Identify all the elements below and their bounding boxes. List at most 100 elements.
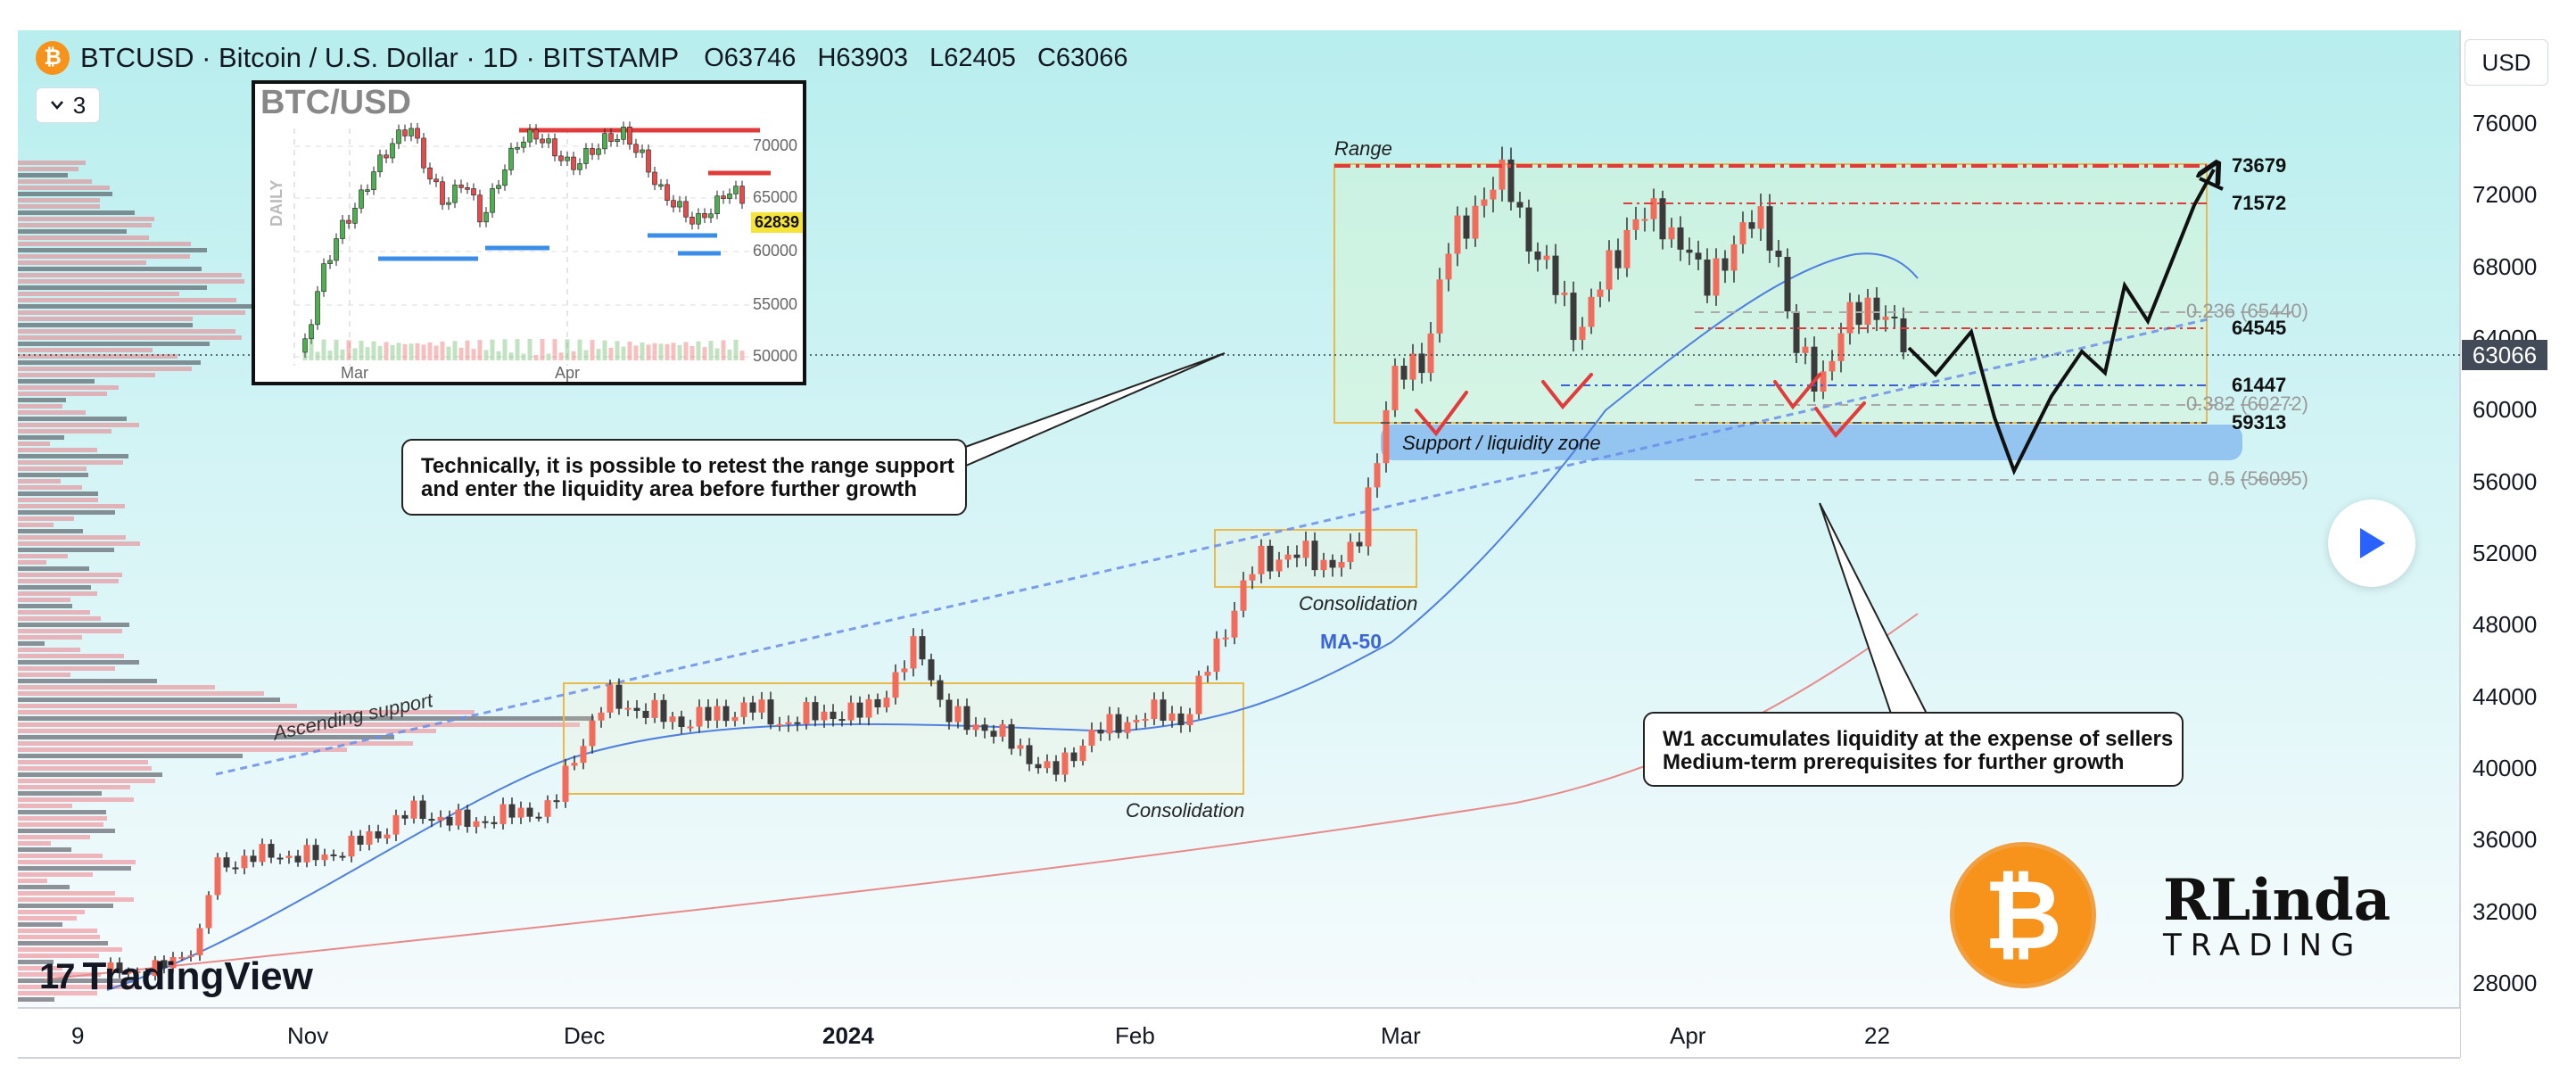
callout-retest-pointer <box>945 352 1226 475</box>
volume-profile-bar <box>18 529 83 533</box>
candle <box>1659 190 1666 250</box>
candle <box>1044 754 1051 773</box>
candle <box>1222 629 1229 648</box>
candle <box>312 838 319 867</box>
candle <box>169 952 177 973</box>
candle <box>1579 317 1586 351</box>
candle <box>1391 358 1399 417</box>
volume-profile-bar <box>18 735 394 739</box>
volume-profile-bar <box>18 854 103 858</box>
inset-candle <box>527 124 533 360</box>
candle <box>1570 281 1577 352</box>
candle <box>1882 305 1889 332</box>
candle <box>696 699 703 733</box>
volume-profile-bar <box>18 360 201 365</box>
candle <box>366 824 373 851</box>
inset-candle <box>683 195 689 360</box>
inset-price-label: 65000 <box>753 188 798 206</box>
candle <box>767 691 774 730</box>
inset-month-apr: Apr <box>555 364 581 382</box>
candle <box>1784 248 1791 319</box>
volume-profile-bar <box>18 279 244 284</box>
volume-profile-bar <box>18 654 124 658</box>
candle <box>1061 747 1069 782</box>
volume-profile-bar <box>18 273 242 277</box>
candle <box>1525 199 1532 264</box>
time-tick-label: 2024 <box>822 1022 874 1049</box>
volume-profile-bar <box>18 816 107 821</box>
callout-w1-line-2: Medium-term prerequisites for further gr… <box>1663 750 2125 774</box>
callout-retest: Technically, it is possible to retest th… <box>401 439 967 516</box>
tradingview-logo[interactable]: 17 TradingView <box>39 954 313 999</box>
inset-candle <box>359 184 364 360</box>
inset-candle <box>533 124 539 360</box>
price-tick-label: 28000 <box>2473 970 2538 996</box>
candle <box>1445 243 1452 292</box>
candle <box>1837 322 1845 373</box>
inset-candle <box>727 188 732 360</box>
volume-profile-bar <box>18 504 125 508</box>
candle <box>1383 400 1390 473</box>
volume-profile-bar <box>18 679 157 683</box>
volume-profile-bar <box>18 935 100 939</box>
volume-profile-bar <box>18 260 146 265</box>
candle <box>1507 147 1515 211</box>
symbol-title[interactable]: BTCUSD · Bitcoin / U.S. Dollar · 1D · BI… <box>80 42 680 73</box>
price-tick-label: 44000 <box>2473 682 2538 710</box>
volume-profile-bar <box>18 747 347 752</box>
candle <box>455 804 462 830</box>
candle <box>1873 287 1880 332</box>
volume-profile-bar <box>18 554 68 558</box>
volume-profile-bar <box>18 891 115 896</box>
volume-profile-bar <box>18 872 93 877</box>
candle <box>232 861 239 874</box>
inset-candle <box>384 149 389 360</box>
candle <box>1249 566 1256 590</box>
candle <box>152 955 159 981</box>
inset-candle <box>334 233 339 360</box>
candle <box>1677 216 1684 261</box>
candle <box>865 694 872 726</box>
inset-candle <box>546 133 551 360</box>
volume-profile-bar <box>18 229 127 234</box>
volume-profile-bar <box>18 704 297 708</box>
inset-candle <box>409 122 414 360</box>
play-button[interactable] <box>2328 500 2415 587</box>
candle <box>1775 239 1782 268</box>
indicators-toggle[interactable]: 3 <box>36 87 100 123</box>
consolidation-box-1 <box>563 682 1244 795</box>
volume-profile-bar <box>18 354 178 359</box>
volume-profile-bar <box>18 285 207 290</box>
support-liquidity-zone <box>1381 425 2242 460</box>
volume-profile-bar <box>18 541 140 546</box>
candle <box>705 698 712 729</box>
candle <box>615 678 623 715</box>
inset-candle <box>458 179 464 360</box>
candle <box>919 629 926 666</box>
candle <box>1552 244 1559 304</box>
currency-selector[interactable]: USD <box>2465 39 2548 86</box>
volume-profile-bar <box>18 685 215 690</box>
volume-profile-bar <box>18 211 135 215</box>
volume-profile-bar <box>18 716 594 721</box>
volume-profile-bar <box>18 429 111 434</box>
candle <box>678 710 685 734</box>
volume-profile-bar <box>18 885 70 889</box>
volume-profile-bar <box>18 523 54 527</box>
volume-profile-bar <box>18 822 103 827</box>
volume-profile-bar <box>18 648 80 652</box>
inset-price-label: 70000 <box>753 136 798 154</box>
candle <box>250 849 257 868</box>
inset-candle <box>352 202 358 360</box>
inset-candle <box>502 164 508 360</box>
candle <box>1481 187 1488 218</box>
volume-profile-bar <box>18 310 245 315</box>
candle <box>928 653 935 687</box>
candle <box>508 797 516 824</box>
time-tick-label: 22 <box>1864 1022 1890 1049</box>
inset-candle <box>615 134 620 360</box>
volume-profile-bar <box>18 516 74 521</box>
candle <box>384 828 391 845</box>
volume-profile-bar <box>18 616 101 621</box>
symbol-header[interactable]: ₿ BTCUSD · Bitcoin / U.S. Dollar · 1D · … <box>36 41 1143 75</box>
